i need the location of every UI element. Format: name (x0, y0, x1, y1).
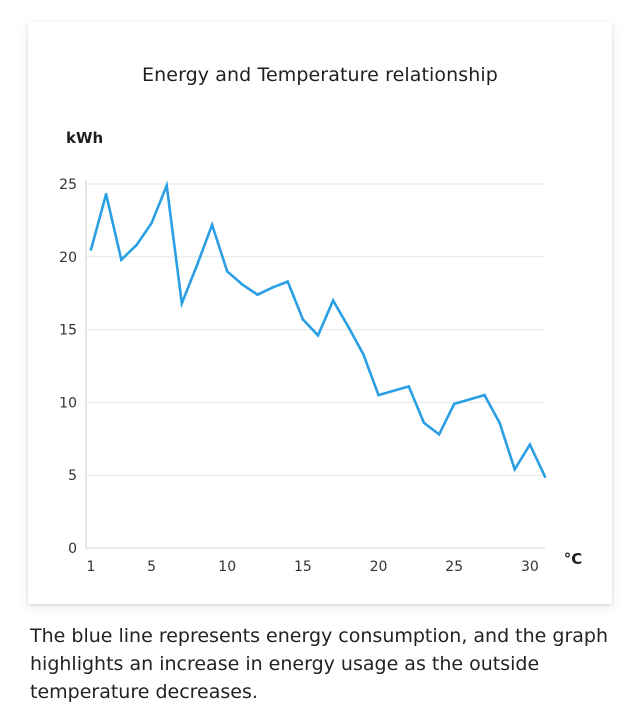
x-tick-label: 20 (370, 559, 388, 575)
y-tick-label: 10 (59, 395, 77, 411)
energy-data-point (135, 243, 138, 247)
x-tick-label: 10 (218, 559, 236, 575)
energy-data-point (483, 393, 486, 397)
energy-data-point (452, 402, 456, 406)
energy-data-point (362, 353, 365, 356)
x-tick-label: 1 (87, 559, 96, 575)
x-tick-label: 25 (445, 559, 463, 575)
y-tick-label: 25 (59, 177, 77, 193)
energy-data-point (225, 270, 229, 273)
energy-data-point (437, 433, 441, 436)
y-tick-label: 0 (68, 541, 77, 557)
energy-data-point (301, 318, 305, 321)
y-tick-label: 15 (59, 323, 77, 339)
energy-data-point (513, 468, 516, 471)
x-tick-label: 5 (147, 559, 156, 575)
energy-data-point (316, 334, 320, 337)
energy-data-point (241, 283, 244, 286)
y-axis-unit-label: kWh (66, 129, 103, 147)
energy-data-point (165, 184, 168, 187)
energy-data-point (392, 389, 396, 393)
energy-data-point (407, 385, 411, 388)
energy-data-point (150, 222, 153, 225)
energy-data-point (180, 302, 184, 305)
x-tick-label: 15 (294, 559, 312, 575)
energy-data-point (286, 280, 290, 283)
energy-data-point (331, 299, 335, 302)
y-tick-label: 5 (68, 468, 77, 484)
energy-data-point (104, 192, 108, 196)
energy-data-point (543, 475, 547, 479)
energy-data-point (377, 393, 380, 397)
energy-data-point (89, 248, 93, 251)
energy-data-point (210, 223, 214, 227)
energy-data-point (422, 421, 426, 425)
y-tick-label: 20 (59, 250, 77, 266)
x-axis-unit-label: °C (564, 550, 583, 568)
energy-data-point (468, 398, 471, 401)
energy-data-point (498, 421, 501, 425)
chart-card: Energy and Temperature relationship 0 5 10… (28, 22, 612, 604)
energy-data-point (120, 258, 123, 261)
chart-caption: The blue line represents energy consumpt… (30, 625, 609, 703)
energy-data-point (528, 443, 532, 446)
energy-data-point (195, 264, 199, 267)
chart-title: Energy and Temperature relationship (142, 64, 498, 86)
energy-series-line (89, 180, 547, 478)
energy-data-point (271, 286, 274, 289)
x-tick-label: 30 (521, 559, 539, 575)
energy-data-point (256, 293, 259, 297)
energy-data-point (347, 325, 350, 329)
